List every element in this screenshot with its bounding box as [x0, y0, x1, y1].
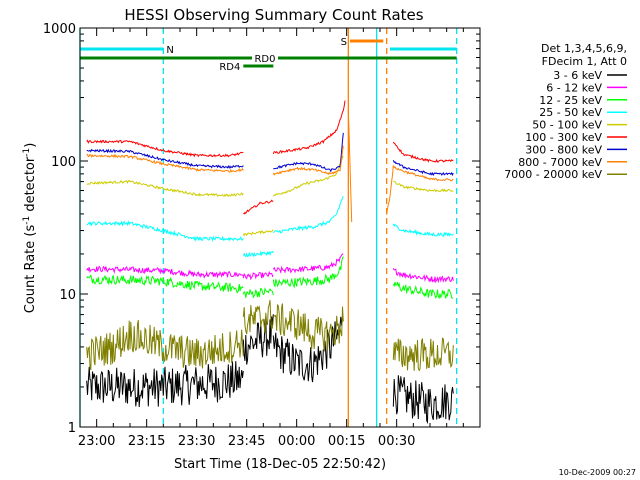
series-line [392, 281, 454, 300]
x-axis-ticks: 23:00 23:15 23:30 23:45 00:00 00:15 00:30 [78, 28, 481, 449]
series-layer [86, 100, 454, 425]
flag-label-bg [252, 52, 278, 63]
x-tick-label: 23:00 [78, 434, 115, 449]
x-tick-label: 00:15 [328, 434, 365, 449]
y-tick-label: 1000 [43, 22, 76, 37]
legend-label: 6 - 12 keV [546, 81, 602, 94]
x-tick-label: 23:15 [128, 434, 165, 449]
legend-header-1: Det 1,3,4,5,6,9, [541, 42, 627, 55]
legend-header-2: FDecim 1, Att 0 [542, 55, 627, 68]
y-tick-label: 10 [59, 288, 76, 303]
attenuator-markers [79, 28, 458, 427]
x-tick-label: 00:00 [278, 434, 315, 449]
chart-title: HESSI Observing Summary Count Rates [124, 6, 423, 24]
series-line [272, 253, 344, 275]
y-axis-ticks: 1 10 100 1000 [43, 22, 480, 436]
series-line [242, 314, 274, 365]
series-line [242, 287, 274, 299]
legend-label: 3 - 6 keV [553, 69, 602, 82]
y-axis-label-end: ) [23, 143, 38, 148]
series-line [243, 199, 274, 215]
series-line [392, 337, 454, 372]
series [86, 100, 454, 215]
series-line [86, 265, 244, 279]
legend: Det 1,3,4,5,6,9, FDecim 1, Att 0 3 - 6 k… [504, 42, 627, 181]
legend-label: 300 - 800 keV [525, 143, 602, 156]
series-line [242, 250, 274, 258]
series [86, 155, 454, 237]
series [86, 132, 454, 177]
flag-label: S [341, 37, 347, 48]
series-line [86, 361, 244, 408]
flag-label: RD4 [219, 62, 240, 73]
series-line [392, 268, 454, 284]
series-line [272, 316, 344, 383]
series-line [273, 196, 344, 234]
series [86, 109, 454, 223]
legend-label: 7000 - 20000 keV [504, 168, 602, 181]
series-line [86, 148, 244, 169]
series [86, 300, 454, 372]
series-line [242, 270, 274, 281]
series-line [273, 132, 344, 173]
series-line [86, 139, 244, 158]
flag-label: RD0 [254, 54, 275, 65]
series-line [347, 109, 353, 223]
x-tick-label: 00:30 [378, 434, 415, 449]
y-axis-label-exp2: -1 [22, 148, 32, 157]
legend-label: 50 - 100 keV [532, 119, 602, 132]
series [86, 256, 454, 300]
flag-label: N [166, 45, 173, 56]
series-line [242, 300, 274, 335]
series-line [86, 220, 244, 242]
y-axis-label: Count Rate (s-1 detector-1) [22, 143, 38, 314]
series-line [272, 256, 344, 289]
legend-label: 100 - 300 keV [525, 131, 602, 144]
series-line [392, 160, 454, 177]
series-line [272, 303, 344, 352]
x-tick-label: 23:45 [228, 434, 265, 449]
series-line [386, 164, 454, 215]
y-axis-label-text: Count Rate (s [23, 225, 38, 314]
series-line [272, 100, 346, 155]
y-axis-label-text2: detector [23, 156, 38, 216]
y-tick-label: 100 [51, 155, 76, 170]
series-line [392, 223, 454, 238]
y-axis-label-exp: -1 [22, 216, 32, 225]
series-line [272, 145, 344, 176]
plot-frame [79, 27, 481, 428]
x-axis-label: Start Time (18-Dec-05 22:50:42) [174, 457, 386, 472]
series-line [393, 180, 454, 193]
x-tick-label: 23:30 [178, 434, 215, 449]
flag-bars: N S RD0 RD4 [80, 37, 457, 73]
series-line [392, 141, 454, 163]
series-line [86, 274, 244, 294]
footer-timestamp: 10-Dec-2009 00:27 [559, 468, 636, 477]
legend-label: 800 - 7000 keV [518, 156, 602, 169]
series [86, 196, 454, 258]
y-tick-label: 1 [68, 421, 76, 436]
series-line [86, 320, 244, 371]
series-line [86, 153, 244, 173]
legend-label: 12 - 25 keV [539, 94, 602, 107]
series-line [86, 179, 244, 198]
series [86, 314, 454, 425]
series [86, 253, 454, 284]
series-line [392, 375, 454, 425]
series-line [272, 155, 344, 197]
legend-label: 25 - 50 keV [539, 106, 602, 119]
series-line [242, 229, 274, 237]
